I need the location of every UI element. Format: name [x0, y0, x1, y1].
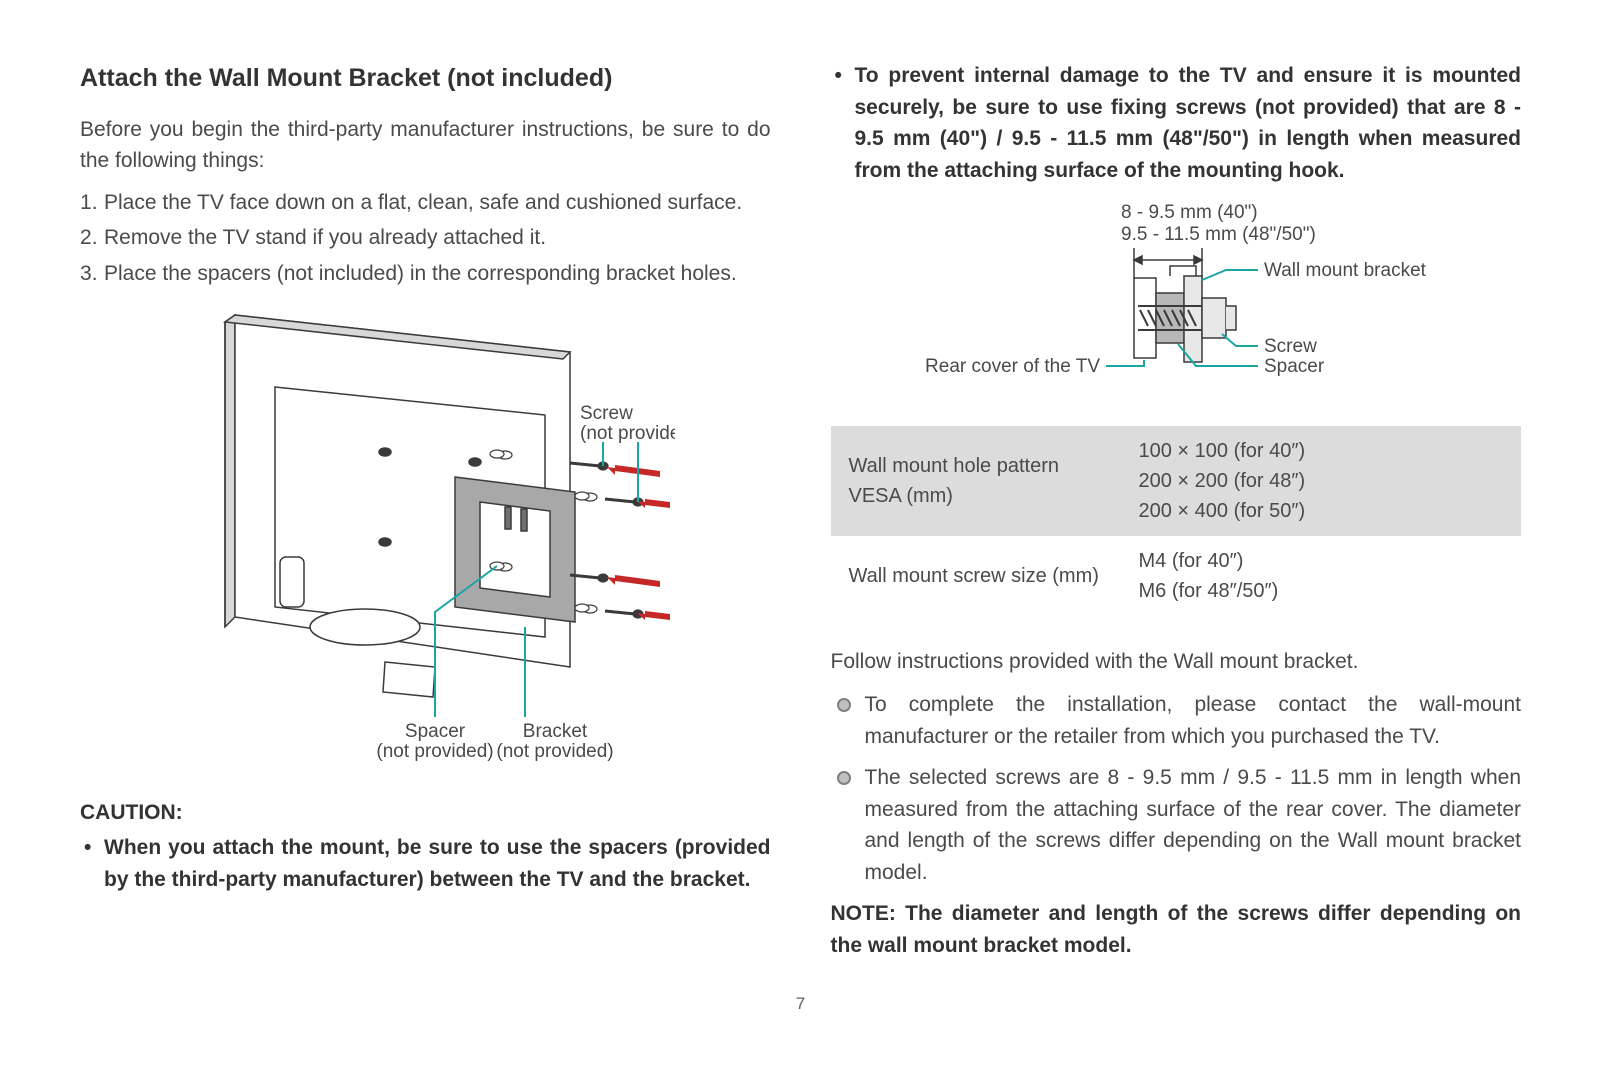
fig2-rear-cover-label: Rear cover of the TV [925, 356, 1100, 377]
fig1-bracket-label-1: Bracket [523, 721, 588, 742]
step-item: Place the TV face down on a flat, clean,… [80, 187, 771, 219]
fig1-screw-label-2: (not provided) [580, 423, 675, 444]
fig1-bracket-label-2: (not provided) [497, 741, 614, 762]
table-row: Wall mount hole pattern VESA (mm) 100 × … [831, 426, 1522, 536]
fig2-screw-label: Screw [1264, 336, 1317, 357]
fig1-spacer-label-2: (not provided) [377, 741, 494, 762]
circle-bullet-list: To complete the installation, please con… [831, 689, 1522, 888]
fig2-dim-1: 8 - 9.5 mm (40") [1121, 202, 1258, 223]
fig1-screw-label-1: Screw [580, 403, 633, 424]
page-number: 7 [80, 991, 1521, 1017]
table-row: Wall mount screw size (mm) M4 (for 40″) … [831, 536, 1522, 616]
fig2-wall-mount-bracket-label: Wall mount bracket [1264, 260, 1427, 281]
screw-cross-section-figure: 8 - 9.5 mm (40") 9.5 - 11.5 mm (48"/50") [896, 198, 1456, 408]
spec-label: Wall mount screw size (mm) [831, 536, 1121, 616]
tv-bracket-figure: Screw (not provided) Spacer (not provide… [80, 307, 771, 777]
note-paragraph: NOTE: The diameter and length of the scr… [831, 898, 1522, 961]
spec-value: 100 × 100 (for 40″) 200 × 200 (for 48″) … [1121, 426, 1522, 536]
intro-paragraph: Before you begin the third-party manufac… [80, 114, 771, 177]
spec-label: Wall mount hole pattern VESA (mm) [831, 426, 1121, 536]
step-item: Place the spacers (not included) in the … [80, 258, 771, 290]
list-item: The selected screws are 8 - 9.5 mm / 9.5… [831, 762, 1522, 888]
caution-bullet-2: To prevent internal damage to the TV and… [831, 60, 1522, 186]
fig2-dim-2: 9.5 - 11.5 mm (48"/50") [1121, 224, 1316, 245]
section-heading: Attach the Wall Mount Bracket (not inclu… [80, 60, 771, 98]
list-item: To complete the installation, please con… [831, 689, 1522, 752]
fig2-spacer-label: Spacer [1264, 356, 1325, 377]
steps-list: Place the TV face down on a flat, clean,… [80, 187, 771, 290]
step-item: Remove the TV stand if you already attac… [80, 222, 771, 254]
fig1-spacer-label-1: Spacer [405, 721, 466, 742]
spec-table: Wall mount hole pattern VESA (mm) 100 × … [831, 426, 1522, 616]
spec-value: M4 (for 40″) M6 (for 48″/50″) [1121, 536, 1522, 616]
follow-instructions: Follow instructions provided with the Wa… [831, 646, 1522, 678]
caution-bullet-1: When you attach the mount, be sure to us… [80, 832, 771, 895]
caution-heading: CAUTION: [80, 797, 771, 829]
